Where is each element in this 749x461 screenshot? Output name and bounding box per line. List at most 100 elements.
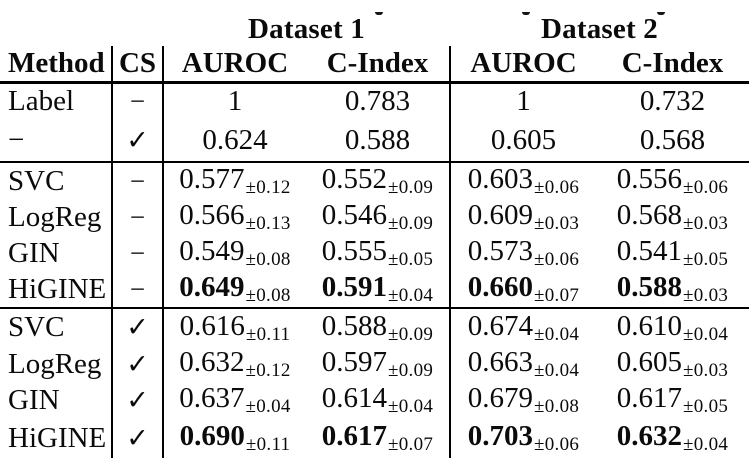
cs-dash-cell: − [112, 199, 164, 235]
table-row: SVC −0.577±0.12 0.552±0.09 0.603±0.06 0.556±… [0, 162, 749, 199]
metric-cell: 0.597±0.09 [306, 346, 451, 382]
metric-value: 0.549 [179, 235, 245, 267]
table-row: GIN −0.549±0.08 0.555±0.05 0.573±0.06 0.541±… [0, 235, 749, 271]
metric-value: 0.588 [616, 271, 683, 303]
method-column-header: Method [0, 46, 113, 84]
cs-column-header: CS [112, 46, 164, 84]
cs-dash-cell: − [112, 271, 164, 309]
empty-header-cell [0, 12, 112, 46]
metric-std: ±0.07 [388, 434, 434, 455]
metric-std: ±0.06 [683, 177, 729, 198]
metric-cell: 0.663±0.04 [450, 346, 596, 382]
cs-dash-cell: − [112, 235, 164, 271]
metric-value: 0.609 [467, 199, 534, 231]
metric-value: 0.690 [179, 420, 245, 452]
d2-auroc-column-header: AUROC [450, 46, 596, 84]
metric-value: 0.649 [179, 271, 245, 303]
method-cell: SVC [0, 162, 113, 199]
table-row: HiGINE −0.649±0.08 0.591±0.04 0.660±0.07 0.5… [0, 271, 749, 309]
metric-value: 0.679 [467, 382, 534, 414]
method-cell: GIN [0, 382, 113, 418]
cropped-caption-descender [657, 12, 665, 15]
metric-cell: 0.577±0.12 [163, 162, 306, 199]
metric-cell: 1 [450, 82, 596, 120]
metric-value: 0.637 [179, 382, 245, 414]
metric-std: ±0.12 [245, 177, 291, 198]
metric-cell: 1 [163, 82, 306, 120]
metric-value: 0.614 [321, 382, 388, 414]
metric-value: 0.605 [490, 124, 557, 156]
metric-std: ±0.04 [683, 323, 729, 345]
metric-cell: 0.783 [306, 82, 451, 120]
method-cell: Label [0, 82, 113, 120]
metric-cell: 0.616±0.11 [163, 308, 306, 346]
metric-cell: 0.568±0.03 [596, 199, 749, 235]
metric-std: ±0.11 [245, 323, 291, 345]
metric-cell: 0.649±0.08 [163, 271, 306, 309]
metric-value: 0.663 [467, 346, 534, 378]
table-body: Label −1 0.783 1 0.732− ✓ 0.624 0.588 0.605 0.568… [0, 82, 749, 458]
metric-cell: 0.632±0.04 [596, 418, 749, 458]
metric-cell: 0.632±0.12 [163, 346, 306, 382]
metric-cell: 0.617±0.05 [596, 382, 749, 418]
metric-value: 0.660 [467, 271, 534, 303]
metric-value: 1 [516, 85, 531, 118]
metric-value: 0.732 [639, 85, 706, 118]
metric-cell: 0.573±0.06 [450, 235, 596, 271]
dataset-group-header-row: Dataset 1 Dataset 2 [0, 12, 749, 46]
metric-value: 0.597 [321, 346, 388, 378]
method-cell: GIN [0, 235, 113, 271]
metric-cell: 0.609±0.03 [450, 199, 596, 235]
d2-cindex-column-header: C-Index [596, 46, 749, 84]
cropped-caption-descender [375, 12, 383, 15]
metric-cell: 0.566±0.13 [163, 199, 306, 235]
metric-std: ±0.09 [388, 213, 434, 234]
metric-value: 0.617 [616, 382, 683, 414]
dataset2-group-header: Dataset 2 [541, 12, 658, 45]
metric-value: 0.555 [321, 235, 388, 267]
metric-std: ±0.04 [388, 396, 434, 417]
metric-cell: 0.614±0.04 [306, 382, 451, 418]
metric-std: ±0.04 [388, 285, 434, 306]
metric-std: ±0.12 [245, 360, 291, 381]
metric-cell: 0.549±0.08 [163, 235, 306, 271]
metric-std: ±0.05 [683, 396, 729, 417]
metric-cell: 0.546±0.09 [306, 199, 451, 235]
table-row: LogReg −0.566±0.13 0.546±0.09 0.609±0.03 0.5… [0, 199, 749, 235]
metric-value: 0.568 [616, 199, 683, 231]
metric-std: ±0.08 [245, 249, 291, 270]
cropped-caption-descender [522, 12, 530, 15]
metric-cell: 0.541±0.05 [596, 235, 749, 271]
metric-value: 0.546 [321, 199, 388, 231]
results-table: Dataset 1 Dataset 2 Method CS AUROC C-In… [0, 12, 749, 458]
cs-checkmark-cell: ✓ [112, 120, 164, 163]
metric-cell: 0.660±0.07 [450, 271, 596, 309]
metric-cell: 0.568 [596, 120, 749, 163]
metric-value: 0.632 [179, 346, 245, 378]
metric-value: 0.588 [321, 309, 388, 342]
metric-std: ±0.03 [534, 213, 580, 234]
metric-std: ±0.08 [245, 285, 291, 306]
d1-cindex-column-header: C-Index [306, 46, 451, 84]
column-header-row: Method CS AUROC C-Index AUROC C-Index [0, 46, 749, 84]
metric-value: 0.552 [321, 163, 388, 195]
cs-checkmark-cell: ✓ [112, 418, 164, 458]
metric-std: ±0.06 [534, 177, 580, 198]
metric-cell: 0.679±0.08 [450, 382, 596, 418]
metric-std: ±0.09 [388, 360, 434, 381]
metric-cell: 0.552±0.09 [306, 162, 451, 199]
metric-std: ±0.06 [534, 434, 580, 455]
metric-std: ±0.04 [683, 434, 729, 455]
table-row: Label − 1 0.783 1 0.732 [0, 82, 749, 120]
metric-std: ±0.05 [388, 249, 434, 270]
metric-std: ±0.06 [534, 249, 580, 270]
metric-cell: 0.617±0.07 [306, 418, 451, 458]
empty-header-cell [112, 12, 163, 46]
metric-cell: 0.556±0.06 [596, 162, 749, 199]
metric-cell: 0.588 [306, 120, 451, 163]
table-row: GIN ✓ 0.637±0.04 0.614±0.04 0.679±0.08 0.617±… [0, 382, 749, 418]
method-cell: SVC [0, 308, 113, 346]
table-row: − ✓ 0.624 0.588 0.605 0.568 [0, 120, 749, 163]
metric-value: 0.541 [616, 235, 683, 267]
metric-value: 0.610 [616, 309, 683, 342]
